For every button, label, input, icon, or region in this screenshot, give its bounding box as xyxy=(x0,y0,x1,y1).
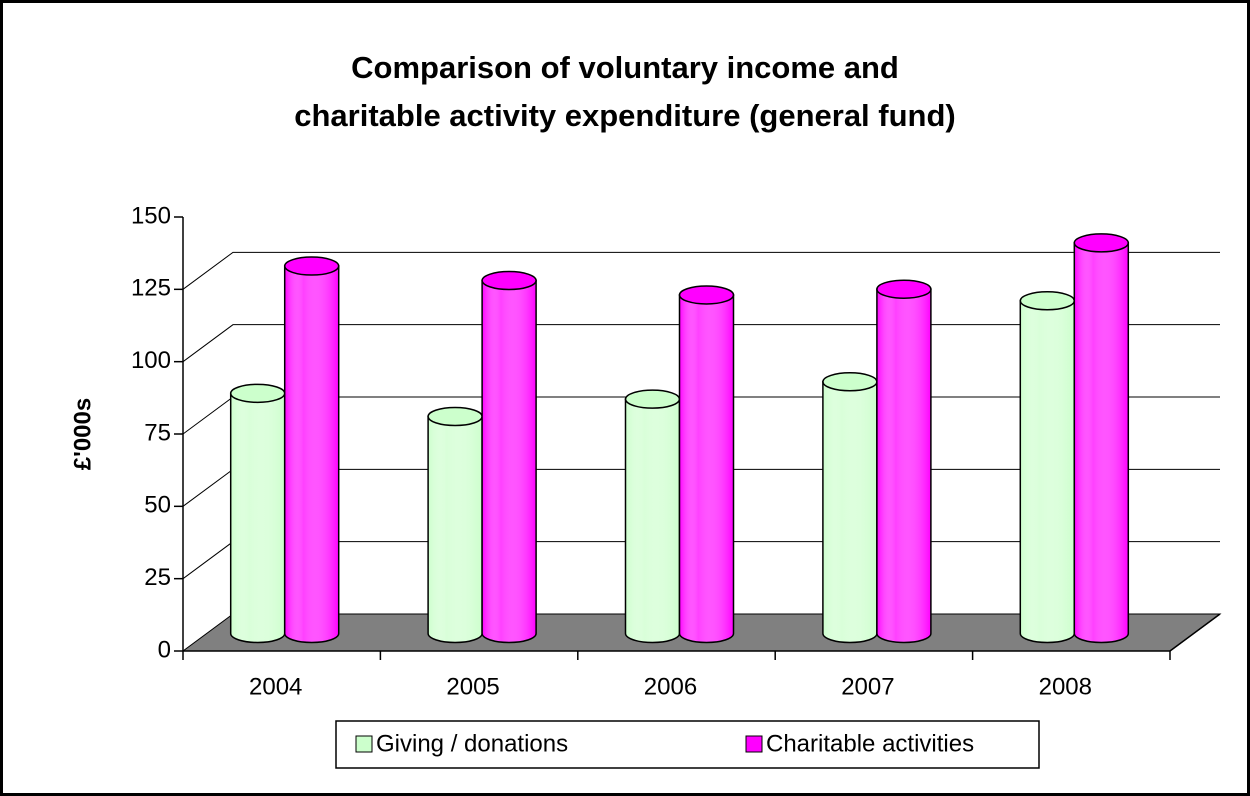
x-tick-label: 2008 xyxy=(1039,673,1092,700)
y-tick-label: 150 xyxy=(131,202,171,229)
cylinder xyxy=(1073,233,1130,644)
legend-swatch xyxy=(355,735,373,753)
cylinder-top xyxy=(624,389,681,409)
cylinder xyxy=(283,256,340,644)
x-tick-label: 2004 xyxy=(249,673,302,700)
cylinder-top xyxy=(427,406,483,427)
cylinder-top xyxy=(229,383,286,404)
cylinder-shade xyxy=(427,415,483,644)
legend-label: Giving / donations xyxy=(376,730,568,757)
legend: Giving / donations Charitable activities xyxy=(335,720,1040,769)
cylinder-top xyxy=(1019,291,1076,311)
cylinder-top xyxy=(283,256,340,276)
cylinder-top xyxy=(876,279,932,299)
cylinder-shade xyxy=(283,265,340,644)
cylinder-shade xyxy=(1073,242,1130,644)
y-tick-label: 75 xyxy=(144,419,171,446)
y-tick-label: 50 xyxy=(144,492,171,519)
cylinder-top xyxy=(822,372,878,392)
chart-title: Comparison of voluntary income and xyxy=(351,50,899,85)
x-tick-label: 2005 xyxy=(446,673,499,700)
cylinder xyxy=(876,279,932,644)
y-tick-label: 25 xyxy=(144,564,171,591)
x-tick-label: 2007 xyxy=(841,673,894,700)
grid-line xyxy=(182,251,1220,290)
cylinder xyxy=(822,372,878,644)
cylinder-shade xyxy=(678,294,735,644)
cylinder-shade xyxy=(624,398,681,644)
cylinder xyxy=(481,270,537,644)
chart-title: charitable activity expenditure (general… xyxy=(294,98,956,133)
legend-box xyxy=(335,720,1040,769)
cylinder-top xyxy=(678,285,735,305)
cylinder-top xyxy=(1073,233,1130,253)
cylinder xyxy=(678,285,735,644)
legend-label: Charitable activities xyxy=(766,730,974,757)
cylinder-shade xyxy=(229,392,286,644)
y-tick-label: 100 xyxy=(131,347,171,374)
cylinder-top xyxy=(481,270,537,291)
cylinder-shade xyxy=(1019,300,1076,644)
cylinder xyxy=(624,389,681,644)
x-axis-edge xyxy=(1169,613,1221,652)
cylinder-shade xyxy=(876,288,932,644)
cylinder xyxy=(427,406,483,644)
legend-swatch xyxy=(745,735,763,753)
y-tick-label: 125 xyxy=(131,275,171,302)
y-axis-label: £'000s xyxy=(69,398,96,470)
cylinder-shade xyxy=(481,279,537,644)
cylinder xyxy=(1019,291,1076,644)
cylinder-shade xyxy=(822,381,878,644)
y-tick-label: 0 xyxy=(158,636,171,663)
cylinder xyxy=(229,383,286,644)
x-tick-label: 2006 xyxy=(644,673,697,700)
